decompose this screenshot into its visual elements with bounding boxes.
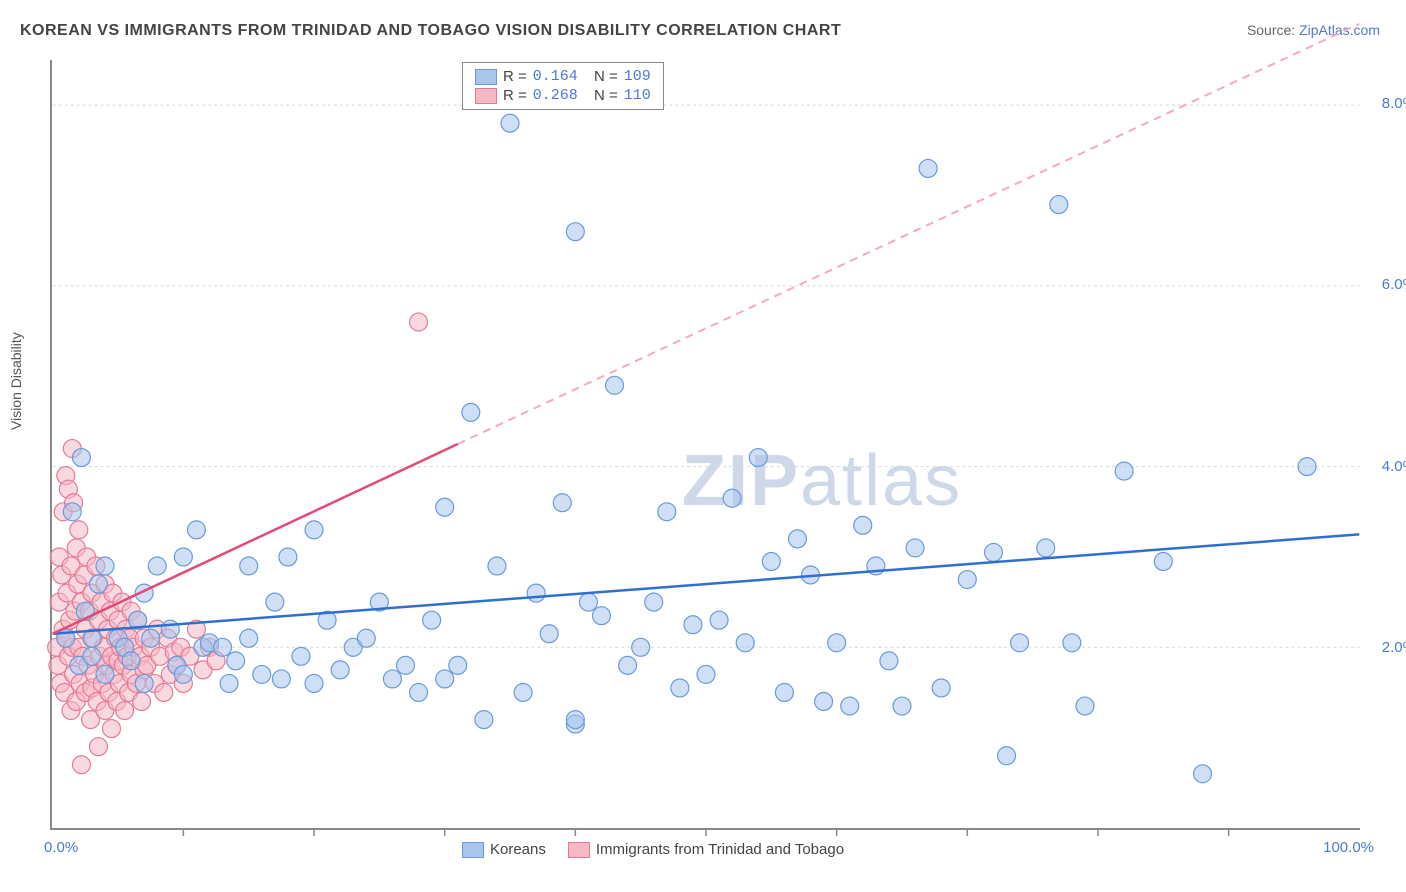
- n-value-2: 110: [624, 87, 651, 104]
- chart-svg: [52, 60, 1360, 828]
- swatch-pink: [475, 88, 497, 104]
- n-value-1: 109: [624, 68, 651, 85]
- r-value-1: 0.164: [533, 68, 578, 85]
- y-tick-label: 8.0%: [1382, 95, 1406, 112]
- bottom-legend-item-2: Immigrants from Trinidad and Tobago: [568, 841, 844, 858]
- y-axis-label: Vision Disability: [8, 332, 24, 430]
- x-label-right: 100.0%: [1323, 839, 1374, 856]
- y-tick-label: 4.0%: [1382, 458, 1406, 475]
- legend-row-1: R = 0.164 N = 109: [475, 67, 651, 86]
- n-label-2: N =: [594, 87, 618, 104]
- swatch-blue: [475, 69, 497, 85]
- plot-area: ZIPatlas R = 0.164 N = 109 R = 0.268 N =…: [50, 60, 1360, 830]
- correlation-legend: R = 0.164 N = 109 R = 0.268 N = 110: [462, 62, 664, 110]
- r-value-2: 0.268: [533, 87, 578, 104]
- series-2-name: Immigrants from Trinidad and Tobago: [596, 841, 844, 858]
- swatch-blue-2: [462, 842, 484, 858]
- source-link[interactable]: ZipAtlas.com: [1299, 22, 1380, 38]
- y-tick-label: 6.0%: [1382, 276, 1406, 293]
- r-label-2: R =: [503, 87, 527, 104]
- bottom-legend-item-1: Koreans: [462, 841, 546, 858]
- x-label-left: 0.0%: [44, 839, 78, 856]
- r-label: R =: [503, 68, 527, 85]
- bottom-legend: Koreans Immigrants from Trinidad and Tob…: [462, 841, 844, 858]
- source-label: Source:: [1247, 22, 1299, 38]
- swatch-pink-2: [568, 842, 590, 858]
- series-1-name: Koreans: [490, 841, 546, 858]
- y-tick-label: 2.0%: [1382, 639, 1406, 656]
- chart-title: KOREAN VS IMMIGRANTS FROM TRINIDAD AND T…: [20, 22, 841, 40]
- chart-source: Source: ZipAtlas.com: [1247, 22, 1380, 38]
- legend-row-2: R = 0.268 N = 110: [475, 86, 651, 105]
- n-label: N =: [594, 68, 618, 85]
